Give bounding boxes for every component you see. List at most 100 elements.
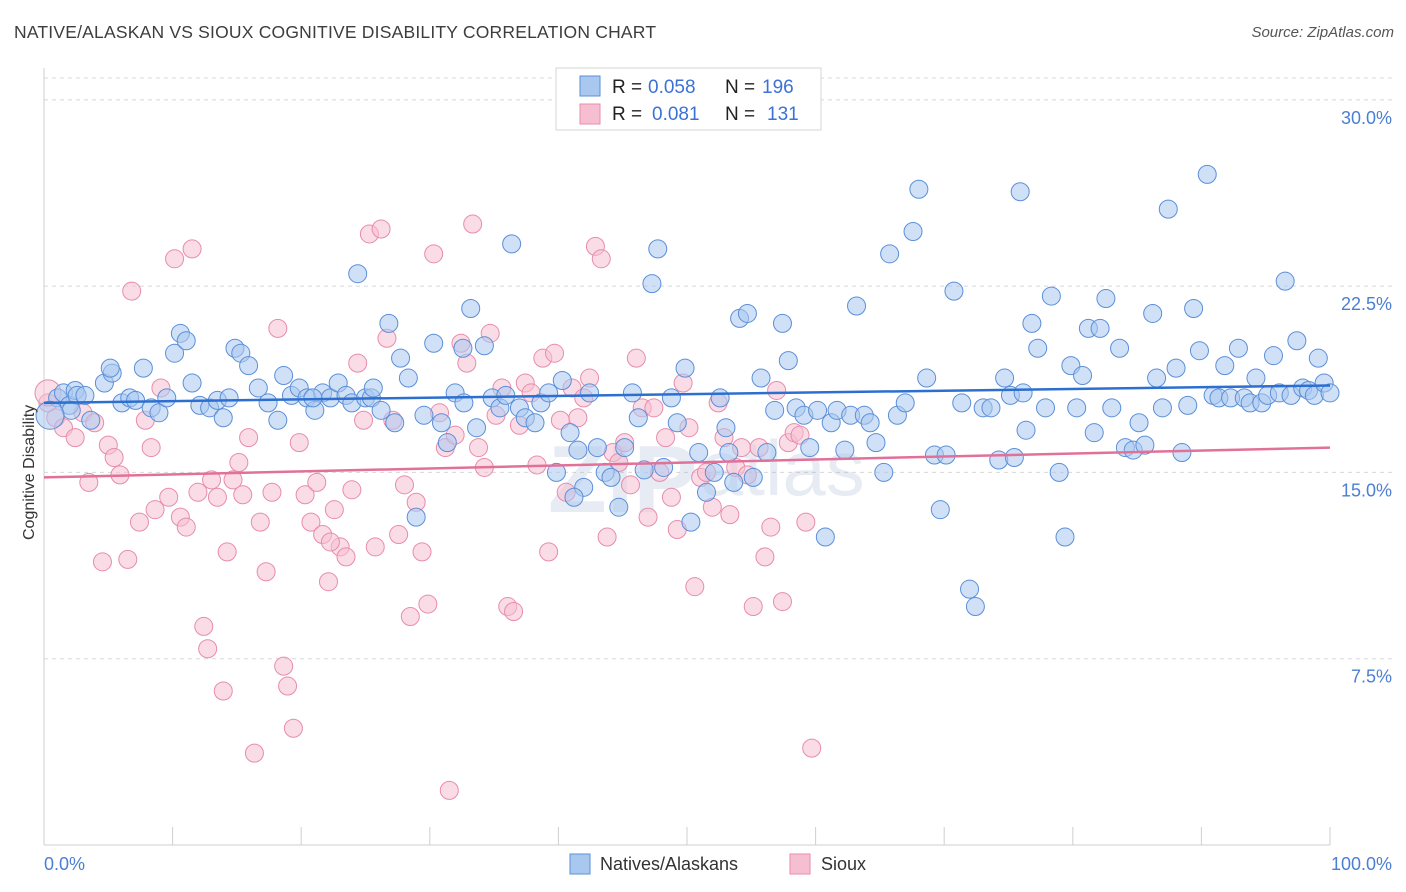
natives-point-153 xyxy=(1110,338,1130,358)
natives-point-51 xyxy=(414,405,434,425)
natives-point-59 xyxy=(474,336,494,356)
sioux-point-45 xyxy=(307,472,327,492)
sioux-point-55 xyxy=(365,537,385,557)
sioux-point-3 xyxy=(65,428,85,448)
natives-point-118 xyxy=(880,244,900,264)
natives-point-191 xyxy=(564,487,584,507)
natives-point-100 xyxy=(757,443,777,463)
natives-point-95 xyxy=(724,472,744,492)
sioux-point-26 xyxy=(202,470,222,490)
natives-point-87 xyxy=(667,413,687,433)
natives-point-134 xyxy=(995,368,1015,388)
natives-point-88 xyxy=(675,358,695,378)
natives-point-17 xyxy=(165,343,185,363)
sioux-point-13 xyxy=(129,512,149,532)
natives-point-186 xyxy=(1308,348,1328,368)
sioux-point-110 xyxy=(685,577,705,597)
natives-point-136 xyxy=(1004,448,1024,468)
sioux-point-130 xyxy=(802,738,822,758)
natives-point-170 xyxy=(1215,356,1235,376)
natives-point-159 xyxy=(1147,368,1167,388)
natives-point-80 xyxy=(622,383,642,403)
sioux-point-116 xyxy=(720,505,740,525)
sioux-point-33 xyxy=(239,428,259,448)
sioux-point-129 xyxy=(796,512,816,532)
natives-point-122 xyxy=(909,179,929,199)
chart-source: Source: ZipAtlas.com xyxy=(1251,24,1394,41)
sioux-point-53 xyxy=(354,410,374,430)
sioux-point-125 xyxy=(772,592,792,612)
sioux-point-63 xyxy=(412,542,432,562)
sioux-point-131 xyxy=(320,532,340,552)
sioux-point-41 xyxy=(283,718,303,738)
natives-point-20 xyxy=(182,373,202,393)
natives-point-66 xyxy=(525,413,545,433)
sioux-points xyxy=(34,214,822,800)
natives-point-126 xyxy=(936,445,956,465)
natives-point-172 xyxy=(1228,338,1248,358)
natives-point-94 xyxy=(716,418,736,438)
natives-point-79 xyxy=(615,438,635,458)
natives-point-180 xyxy=(1275,271,1295,291)
natives-point-106 xyxy=(800,438,820,458)
natives-point-24 xyxy=(213,408,233,428)
sioux-point-30 xyxy=(223,470,243,490)
stats-blue-swatch xyxy=(579,75,601,97)
natives-point-108 xyxy=(815,527,835,547)
natives-point-85 xyxy=(654,457,674,477)
y-tick-labels: 7.5% 15.0% 22.5% 30.0% xyxy=(1341,108,1392,687)
natives-point-128 xyxy=(952,393,972,413)
sioux-point-38 xyxy=(268,318,288,338)
natives-point-140 xyxy=(1028,338,1048,358)
sioux-point-5 xyxy=(79,472,99,492)
sioux-point-23 xyxy=(188,482,208,502)
stats-blue-r-label: R = xyxy=(612,77,642,98)
axes xyxy=(43,68,1331,846)
natives-point-91 xyxy=(696,482,716,502)
natives-point-113 xyxy=(847,296,867,316)
natives-point-71 xyxy=(560,423,580,443)
sioux-point-106 xyxy=(661,487,681,507)
sioux-point-29 xyxy=(217,542,237,562)
chart-title: NATIVE/ALASKAN VS SIOUX COGNITIVE DISABI… xyxy=(14,22,657,42)
natives-point-161 xyxy=(1158,199,1178,219)
sioux-point-86 xyxy=(545,343,565,363)
stats-box: R = 0.058 N = 196 R = 0.081 N = 131 xyxy=(555,67,822,131)
natives-point-130 xyxy=(965,597,985,617)
natives-point-90 xyxy=(689,443,709,463)
sioux-point-21 xyxy=(176,517,196,537)
x-tick-label-1: 100.0% xyxy=(1331,854,1392,874)
sioux-point-39 xyxy=(274,656,294,676)
natives-point-50 xyxy=(406,507,426,527)
natives-point-46 xyxy=(379,313,399,333)
natives-point-74 xyxy=(580,383,600,403)
sioux-point-124 xyxy=(767,380,787,400)
natives-point-132 xyxy=(981,398,1001,418)
natives-point-25 xyxy=(219,388,239,408)
sioux-point-18 xyxy=(159,487,179,507)
stats-blue-n-value: 196 xyxy=(762,77,794,98)
natives-point-133 xyxy=(989,450,1009,470)
sioux-point-35 xyxy=(250,512,270,532)
x-tick-label-0: 0.0% xyxy=(44,854,85,874)
natives-point-102 xyxy=(772,313,792,333)
natives-point-129 xyxy=(960,579,980,599)
natives-point-107 xyxy=(808,400,828,420)
sioux-point-50 xyxy=(336,547,356,567)
natives-point-84 xyxy=(648,239,668,259)
y-tick-label-3: 30.0% xyxy=(1341,108,1392,128)
natives-point-9 xyxy=(100,358,120,378)
natives-point-127 xyxy=(944,281,964,301)
natives-point-6 xyxy=(81,410,101,430)
sioux-point-16 xyxy=(145,500,165,520)
natives-point-78 xyxy=(609,497,629,517)
natives-point-165 xyxy=(1184,298,1204,318)
sioux-point-95 xyxy=(597,527,617,547)
sioux-point-19 xyxy=(165,249,185,269)
natives-point-69 xyxy=(546,462,566,482)
natives-point-70 xyxy=(552,371,572,391)
natives-point-147 xyxy=(1073,366,1093,386)
sioux-point-11 xyxy=(118,549,138,569)
natives-point-32 xyxy=(274,366,294,386)
natives-point-194 xyxy=(363,378,383,398)
